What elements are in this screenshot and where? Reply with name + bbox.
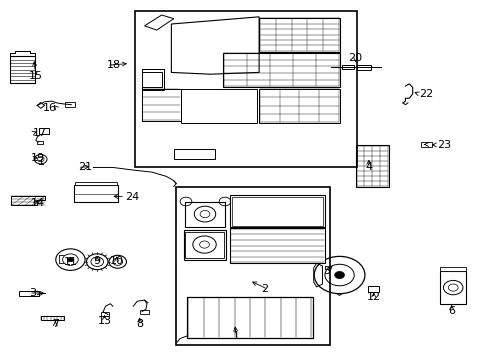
Bar (439, 267, 466, 271)
Text: 18: 18 (107, 60, 121, 70)
Text: 20: 20 (348, 53, 362, 63)
Text: 17: 17 (32, 129, 46, 138)
Bar (356, 64, 370, 69)
Bar (232, 197, 322, 226)
Text: 24: 24 (125, 192, 139, 202)
Bar (173, 149, 215, 159)
Bar (355, 145, 388, 187)
Bar (142, 69, 163, 90)
Text: 15: 15 (29, 71, 43, 81)
Bar (135, 12, 356, 167)
Bar (259, 89, 339, 123)
Bar (101, 312, 109, 316)
Bar (420, 142, 431, 147)
Bar (184, 232, 224, 258)
Text: 6: 6 (447, 306, 454, 316)
Text: 8: 8 (136, 319, 143, 329)
Bar (367, 286, 378, 292)
Bar (229, 228, 325, 263)
Bar (39, 128, 49, 134)
Bar (74, 185, 118, 202)
Text: 23: 23 (436, 140, 450, 150)
Text: 16: 16 (42, 103, 57, 113)
Text: 10: 10 (109, 256, 123, 266)
Bar (439, 271, 466, 304)
Text: 2: 2 (260, 284, 267, 294)
Bar (142, 89, 181, 121)
Bar (41, 316, 64, 320)
Text: 13: 13 (98, 316, 111, 325)
Bar (222, 53, 339, 87)
Bar (229, 195, 325, 227)
Bar (10, 56, 35, 83)
Bar (75, 182, 117, 185)
Text: 1: 1 (232, 331, 239, 341)
Text: 3: 3 (29, 288, 36, 298)
Circle shape (334, 271, 344, 279)
Bar (186, 297, 312, 338)
Bar (140, 310, 149, 315)
Bar (19, 291, 39, 296)
Bar (37, 140, 42, 144)
Text: 14: 14 (31, 198, 45, 208)
Bar (181, 89, 256, 123)
Bar (176, 187, 329, 345)
Text: 11: 11 (63, 257, 77, 267)
Bar (64, 102, 75, 107)
Bar (341, 65, 353, 69)
Text: 12: 12 (366, 292, 380, 302)
Text: 5: 5 (322, 266, 329, 276)
Bar (259, 18, 339, 51)
Text: 9: 9 (94, 256, 101, 266)
Text: 7: 7 (52, 319, 59, 329)
Circle shape (67, 257, 73, 262)
Text: 4: 4 (365, 162, 372, 172)
Text: 22: 22 (418, 89, 432, 99)
Text: 21: 21 (78, 162, 92, 172)
Text: 19: 19 (31, 153, 45, 163)
